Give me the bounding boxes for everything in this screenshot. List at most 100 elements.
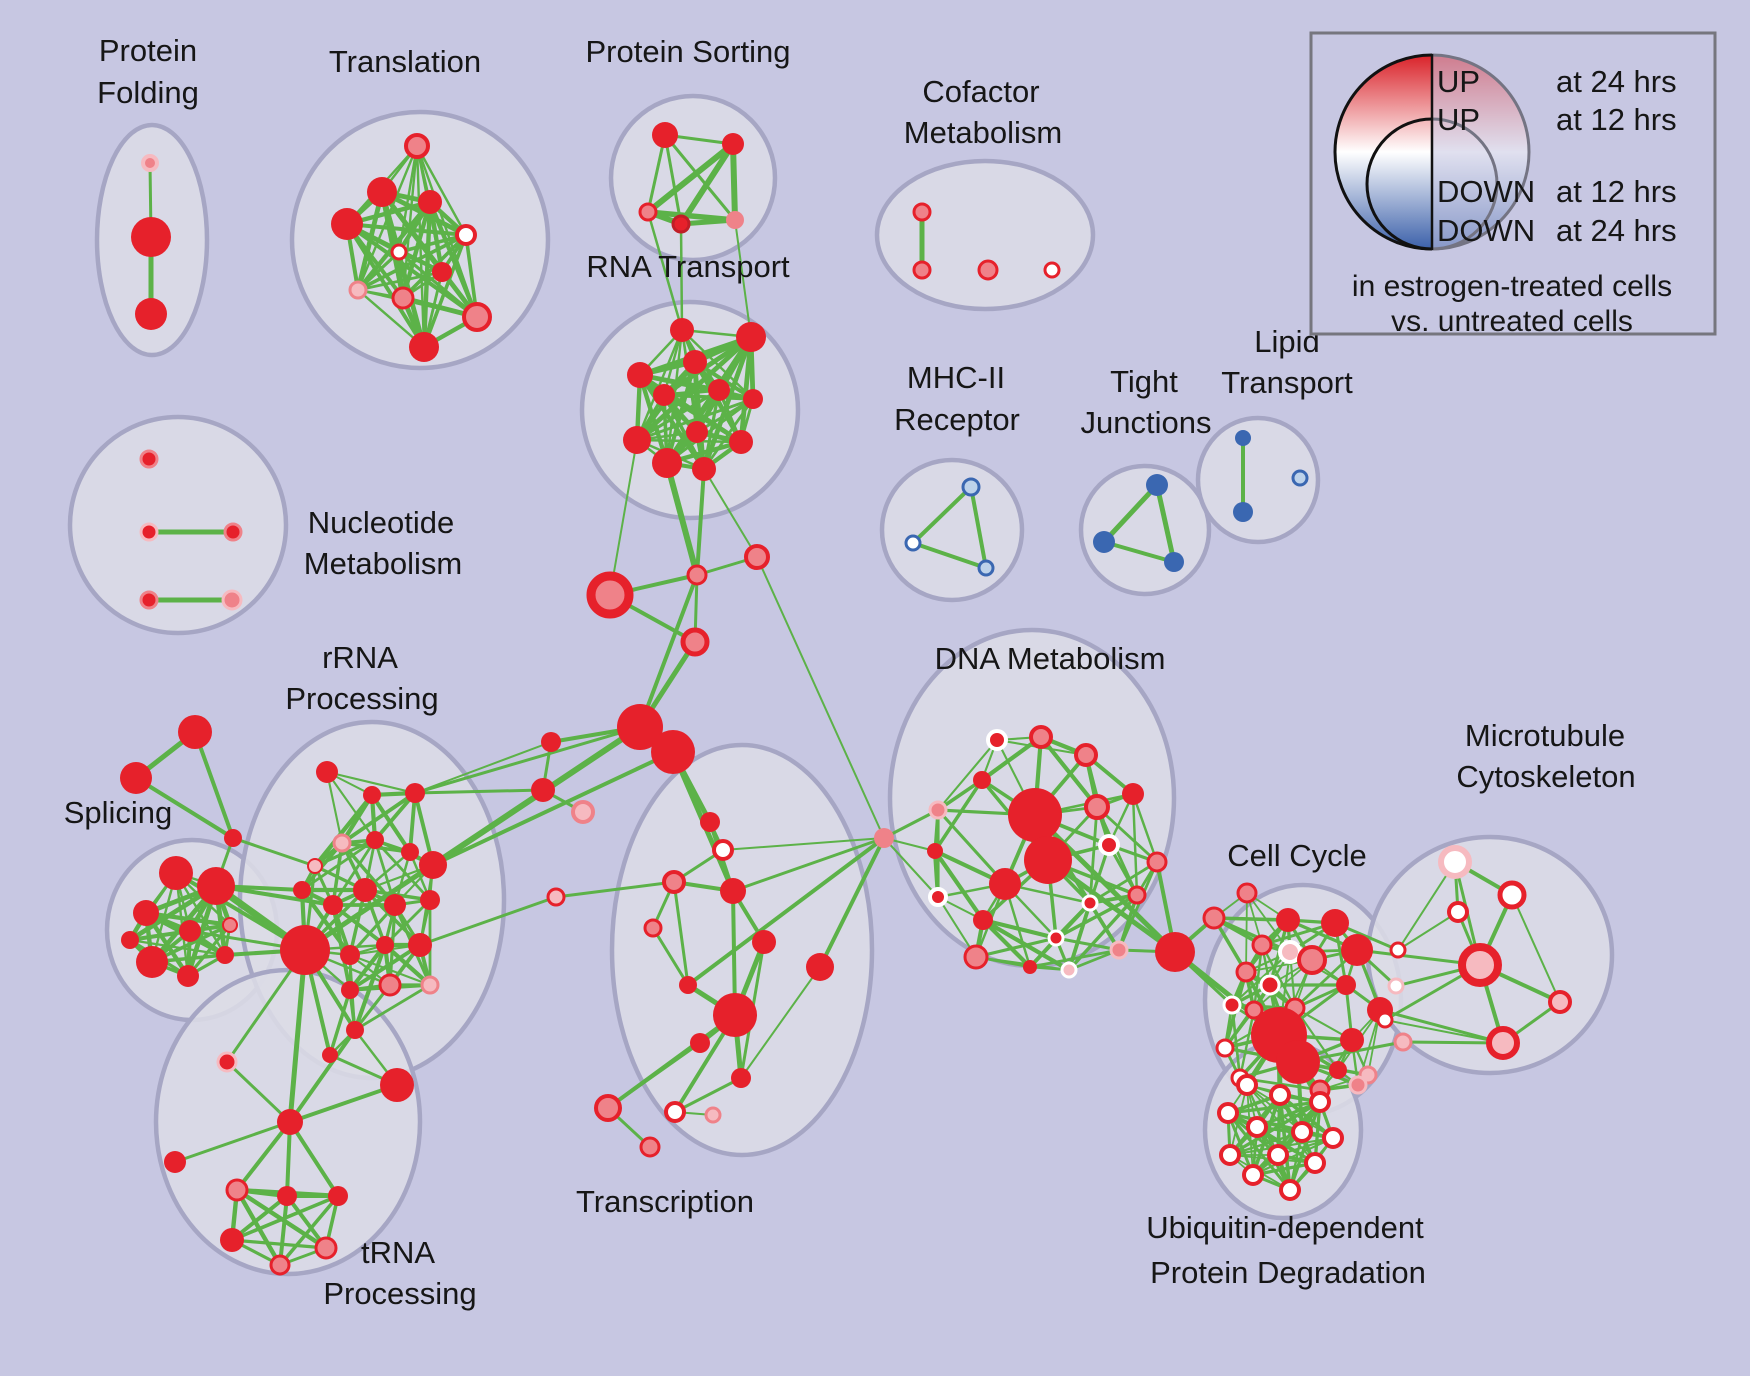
cluster-label-protein_folding: Protein xyxy=(99,33,197,68)
node xyxy=(135,298,167,330)
cluster-label-trna: Processing xyxy=(323,1276,476,1311)
edge xyxy=(722,837,885,851)
edge xyxy=(663,133,737,222)
node xyxy=(1387,977,1405,995)
node xyxy=(1244,1000,1264,1020)
edge xyxy=(731,836,886,893)
cluster-label-cofactor: Cofactor xyxy=(922,74,1039,109)
edge xyxy=(431,750,675,867)
edge xyxy=(933,778,984,853)
edge xyxy=(738,334,754,445)
cluster-label-dna: DNA Metabolism xyxy=(935,641,1166,676)
node xyxy=(713,993,757,1037)
node xyxy=(627,362,653,388)
node xyxy=(216,946,234,964)
node xyxy=(736,322,766,352)
node xyxy=(322,1047,338,1063)
node xyxy=(1236,1074,1258,1096)
node xyxy=(977,259,999,281)
cluster-ellipse-nucleotide xyxy=(67,414,289,636)
cluster-label-ubiquitin: Protein Degradation xyxy=(1150,1255,1426,1290)
edge xyxy=(882,808,940,840)
edge xyxy=(673,1076,743,1114)
node xyxy=(1336,975,1356,995)
cluster-label-protein_folding: Folding xyxy=(97,75,199,110)
node xyxy=(1023,960,1037,974)
node xyxy=(1122,783,1144,805)
edge xyxy=(665,397,755,465)
cluster-label-transcription: Transcription xyxy=(576,1184,754,1219)
cluster-label-translation: Translation xyxy=(329,44,481,79)
node xyxy=(594,1094,622,1122)
node xyxy=(874,828,894,848)
edge xyxy=(606,1041,702,1110)
edge xyxy=(288,1083,399,1124)
node xyxy=(1233,502,1253,522)
cluster-label-mhc: Receptor xyxy=(894,402,1020,437)
edge xyxy=(1032,812,1178,955)
cluster-ellipse-tight xyxy=(1078,463,1212,597)
edge xyxy=(701,334,754,472)
node xyxy=(1081,894,1099,912)
node xyxy=(1267,1144,1289,1166)
edge xyxy=(1212,916,1290,922)
node xyxy=(1060,961,1078,979)
node xyxy=(671,214,691,234)
node xyxy=(586,571,634,619)
edge xyxy=(740,966,821,1079)
node xyxy=(1376,1011,1394,1029)
node xyxy=(1291,1121,1313,1143)
node xyxy=(1348,1075,1368,1095)
edge xyxy=(974,936,1058,959)
legend-row-up12-label: UP xyxy=(1437,102,1480,137)
node xyxy=(623,426,651,454)
edge xyxy=(143,910,233,928)
edge xyxy=(936,738,999,812)
node xyxy=(1236,882,1258,904)
legend-row-up12-time: at 12 hrs xyxy=(1556,102,1677,137)
node xyxy=(912,260,932,280)
edge xyxy=(415,144,468,237)
edge xyxy=(932,848,986,923)
edge xyxy=(312,792,375,869)
edge xyxy=(974,955,1071,972)
node xyxy=(617,704,663,750)
edge xyxy=(230,1238,328,1250)
node xyxy=(722,133,744,155)
node xyxy=(139,522,159,542)
edge xyxy=(646,133,667,214)
node xyxy=(346,1021,364,1039)
edge xyxy=(646,210,684,332)
node xyxy=(418,190,442,214)
edge xyxy=(186,923,232,978)
edge xyxy=(353,983,432,1032)
node xyxy=(139,449,159,469)
node xyxy=(692,457,716,481)
node xyxy=(1276,908,1300,932)
node xyxy=(1259,974,1281,996)
node xyxy=(1269,1084,1291,1106)
node xyxy=(139,590,159,610)
node xyxy=(391,286,415,310)
edge xyxy=(979,734,1044,783)
edge xyxy=(214,884,335,907)
edge xyxy=(331,838,377,907)
node xyxy=(1251,934,1273,956)
edge xyxy=(287,947,308,1125)
cluster-label-trna: tRNA xyxy=(361,1235,435,1270)
edge xyxy=(756,556,885,839)
node xyxy=(384,894,406,916)
edge xyxy=(278,1194,340,1267)
edge xyxy=(1131,792,1139,897)
node xyxy=(419,851,447,879)
node xyxy=(680,627,710,657)
cluster-label-nucleotide: Nucleotide xyxy=(308,505,454,540)
edge xyxy=(703,468,758,558)
node xyxy=(141,154,159,172)
edge xyxy=(348,943,422,992)
node xyxy=(638,202,658,222)
node xyxy=(1146,474,1168,496)
edge xyxy=(356,270,444,292)
edge xyxy=(635,388,721,442)
